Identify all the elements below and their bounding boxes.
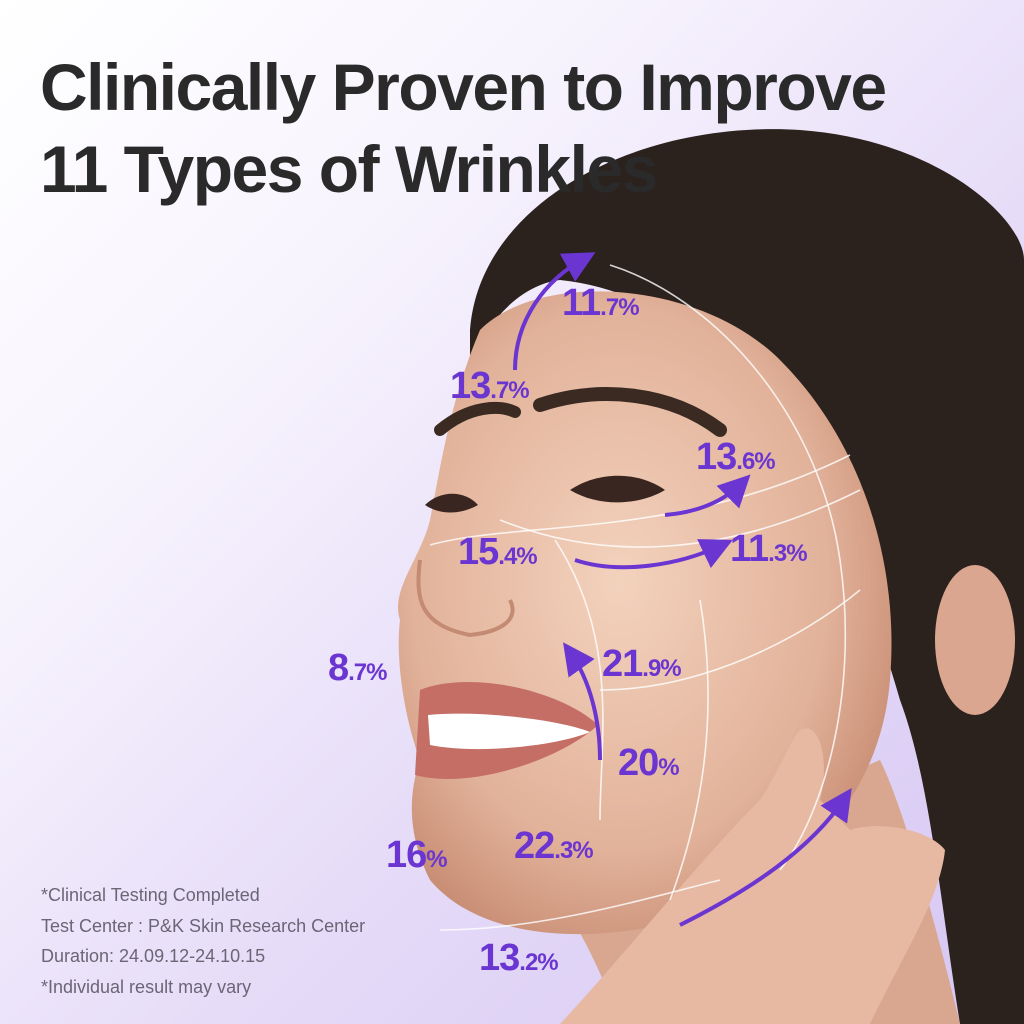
stat-suffix: .4% [498,543,537,570]
hand [560,728,945,1024]
stat-value: 11 [562,282,601,324]
note-line: Duration: 24.09.12-24.10.15 [41,946,266,966]
stat-suffix: .7% [490,377,529,404]
arrows [513,252,852,927]
stat-value: 22 [514,825,555,867]
stat-suffix: .3% [554,837,593,864]
stat-label: 21.9% [602,643,682,686]
headline-line-2: 11 Types of Wrinkles [40,132,658,206]
stat-suffix: .6% [736,448,775,475]
stat-suffix: .2% [519,949,558,976]
stat-value: 21 [602,643,643,685]
stat-label: 22.3% [514,825,594,868]
stat-value: 11 [730,528,769,570]
stat-suffix: % [658,754,679,781]
arrow-icon [513,252,596,371]
stat-value: 16 [386,834,427,876]
stat-label: 16% [386,834,448,877]
headline-line-1: Clinically Proven to Improve [40,50,887,124]
eye [425,493,478,513]
stat-label: 15.4% [458,531,538,574]
stat-label: 11.3% [730,528,808,571]
stat-value: 8 [328,647,349,689]
stat-value: 13 [479,937,520,979]
stat-value: 20 [618,742,659,784]
eyebrow [434,402,521,436]
arrow-icon [574,539,733,570]
ear [935,565,1015,715]
teeth [428,713,590,750]
stat-suffix: .9% [642,655,681,682]
stat-label: 13.6% [696,436,776,479]
stat-suffix: .3% [768,540,807,567]
eye [570,475,665,503]
hair [470,129,1024,1024]
contour-lines [429,264,861,931]
stat-suffix: % [426,846,447,873]
stat-label: 20% [618,742,680,785]
disclaimer-notes: *Clinical Testing Completed Test Center … [41,880,365,1002]
arrow-icon [563,642,602,761]
stat-value: 15 [458,531,499,573]
headline: Clinically Proven to Improve 11 Types of… [40,46,887,210]
arrow-icon [664,474,751,517]
eyebrow [533,387,727,437]
stat-value: 13 [696,436,737,478]
arrow-icon [679,788,852,927]
note-line: *Clinical Testing Completed [41,885,260,905]
note-line: Test Center : P&K Skin Research Center [41,915,366,936]
stat-label: 13.7% [450,365,530,408]
stat-suffix: .7% [348,659,387,686]
stat-label: 13.2% [479,937,559,980]
note-line: *Individual result may vary [41,976,252,997]
stat-label: 11.7% [562,282,640,325]
stat-label: 8.7% [328,647,388,690]
face [397,291,892,935]
stat-value: 13 [450,365,491,407]
nose [416,559,515,638]
stat-suffix: .7% [600,294,639,321]
